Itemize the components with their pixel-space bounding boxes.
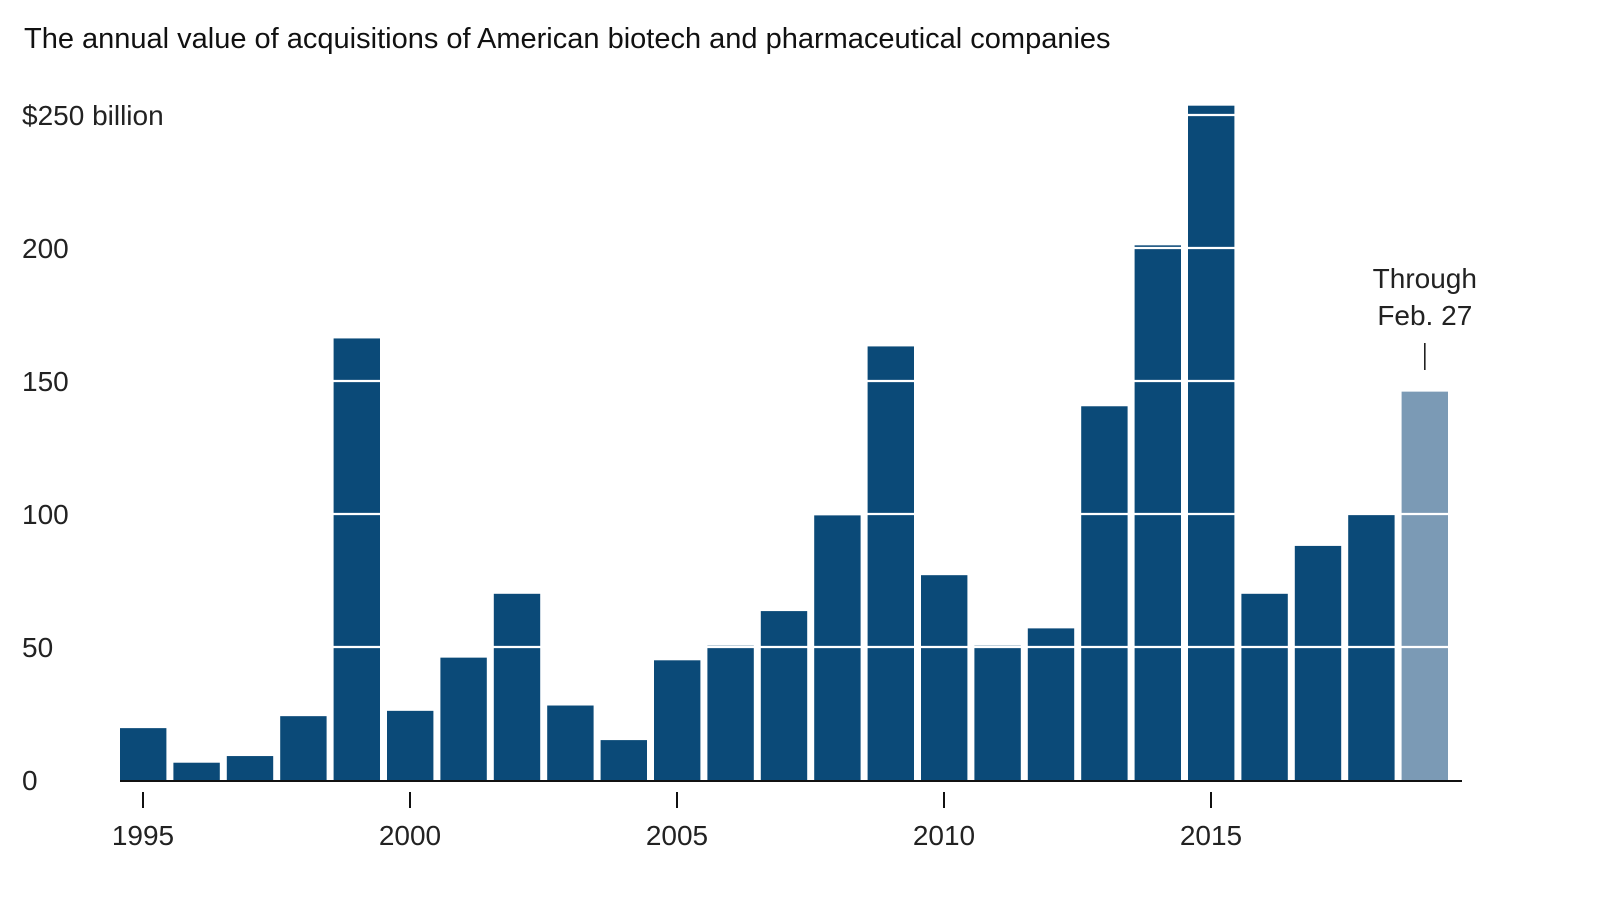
bar-2013	[1081, 406, 1128, 780]
bar-2000	[387, 710, 434, 780]
x-axis: 1995 2000 2005 2010 2015	[112, 780, 1462, 851]
bar-1999	[333, 338, 380, 780]
bar-2016	[1241, 593, 1288, 780]
bar-2003	[547, 705, 594, 780]
x-tick-label-2005: 2005	[646, 820, 708, 851]
x-tick-label-1995: 1995	[112, 820, 174, 851]
x-tick-label-2015: 2015	[1180, 820, 1242, 851]
bar-1995	[120, 728, 167, 780]
annotation-line-1: Through	[1373, 263, 1477, 294]
bar-2015	[1188, 105, 1235, 780]
y-tick-label-150: 150	[22, 366, 69, 397]
bar-2009	[867, 346, 914, 780]
bar-2011	[974, 645, 1021, 780]
bar-2002	[493, 593, 541, 780]
gridlines-group	[120, 113, 1462, 649]
bar-2001	[440, 657, 487, 780]
bar-1998	[280, 716, 327, 780]
y-tick-label-0: 0	[22, 765, 38, 796]
bar-2010	[921, 575, 968, 780]
y-axis: 0 50 100 150 200 $250 billion	[22, 100, 164, 796]
bar-2019	[1401, 391, 1448, 780]
bar-2007	[760, 611, 808, 780]
bar-2017	[1294, 545, 1342, 780]
y-tick-label-50: 50	[22, 632, 53, 663]
partial-year-annotation: Through Feb. 27	[1373, 263, 1477, 370]
x-tick-label-2010: 2010	[913, 820, 975, 851]
bar-2004	[600, 740, 647, 780]
bar-2005	[654, 660, 701, 780]
y-tick-label-200: 200	[22, 233, 69, 264]
annotation-line-2: Feb. 27	[1377, 300, 1472, 331]
bar-1996	[173, 762, 220, 780]
bar-2014	[1134, 245, 1181, 781]
bar-2012	[1027, 628, 1075, 780]
bar-1997	[226, 756, 274, 780]
y-tick-label-250: $250 billion	[22, 100, 164, 131]
y-tick-label-100: 100	[22, 499, 69, 530]
bars-group	[120, 105, 1448, 781]
x-tick-label-2000: 2000	[379, 820, 441, 851]
bar-2006	[707, 645, 754, 780]
chart-title: The annual value of acquisitions of Amer…	[24, 23, 1111, 55]
